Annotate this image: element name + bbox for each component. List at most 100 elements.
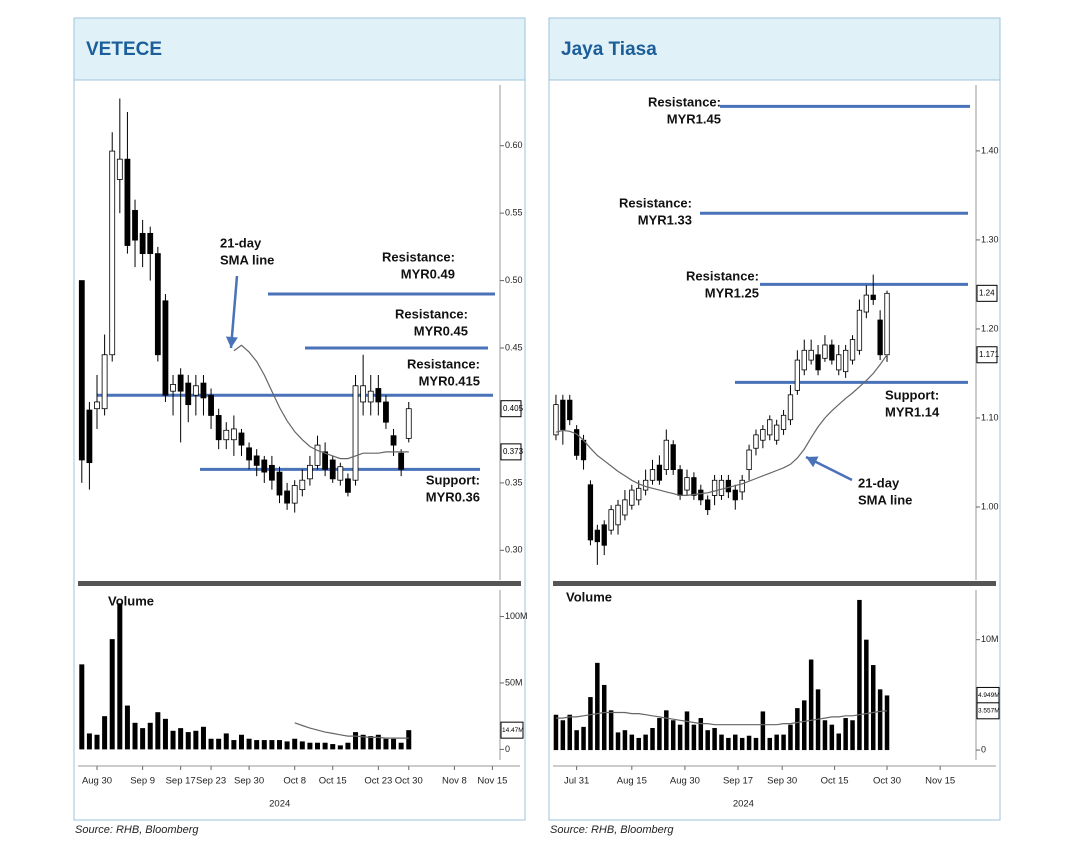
- candle-body: [829, 344, 835, 361]
- candle-body: [375, 388, 382, 403]
- volume-bar: [739, 737, 745, 751]
- volume-bar: [588, 697, 593, 751]
- panel-frame: [548, 79, 1001, 821]
- price-label: 0.405: [503, 404, 524, 413]
- volume-bar: [822, 720, 828, 751]
- annotation-arrowhead: [225, 336, 238, 348]
- volume-label: 14.47M: [502, 727, 524, 734]
- candle-body: [132, 210, 138, 241]
- x-tick-label: Sep 23: [196, 776, 226, 787]
- candle-body: [345, 478, 351, 493]
- volume-bar: [808, 659, 814, 751]
- sma-line: [233, 344, 409, 460]
- volume-tick-label: 0: [981, 744, 986, 754]
- volume-bar: [574, 730, 579, 751]
- level-name: Support:: [885, 387, 939, 402]
- volume-bar: [109, 639, 115, 750]
- level-label: MYR1.45: [667, 111, 721, 126]
- volume-bar: [86, 733, 92, 750]
- x-tick-label: Nov 8: [442, 776, 467, 787]
- volume-bar: [330, 744, 336, 750]
- candle-body: [560, 399, 566, 430]
- volume-bar: [753, 737, 759, 751]
- x-axis-label: 2024: [269, 799, 290, 810]
- x-tick-label: Oct 30: [395, 776, 423, 787]
- x-tick-label: Oct 8: [283, 776, 306, 787]
- x-tick-label: Aug 15: [617, 776, 647, 787]
- volume-bar: [246, 738, 252, 750]
- candle-body: [698, 489, 704, 501]
- candle-body: [185, 382, 192, 406]
- candle-body: [230, 428, 237, 441]
- volume-bar: [857, 599, 862, 751]
- candle-body: [139, 232, 146, 254]
- candle-body: [398, 452, 405, 470]
- candle-body: [192, 385, 199, 396]
- y-tick-label: 0.55: [505, 208, 523, 218]
- volume-bar: [664, 710, 669, 751]
- volume-bar: [155, 712, 161, 750]
- price-label-box: [500, 443, 522, 461]
- volume-bar: [864, 639, 869, 751]
- price-label-box: [976, 284, 998, 302]
- candle-body: [718, 479, 725, 496]
- volume-bar: [774, 734, 779, 751]
- x-tick-label: Sep 30: [234, 776, 264, 787]
- candle-body: [223, 429, 230, 441]
- price-label: 1.24: [979, 288, 995, 297]
- volume-bar: [595, 662, 600, 751]
- candle-body: [636, 487, 642, 501]
- volume-bar: [147, 722, 153, 750]
- volume-bar: [877, 689, 883, 751]
- candle-body: [780, 414, 787, 430]
- volume-bar: [208, 738, 214, 750]
- candle-body: [573, 429, 580, 456]
- level-label: MYR1.14: [885, 404, 940, 419]
- level-label: MYR0.36: [426, 489, 480, 504]
- level-name: Resistance:: [686, 268, 759, 283]
- volume-title: Volume: [566, 589, 612, 604]
- candle-body: [746, 449, 752, 471]
- volume-bar: [884, 695, 890, 751]
- candle-body: [601, 524, 607, 546]
- candle-body: [794, 359, 801, 391]
- candle-body: [337, 466, 344, 481]
- y-tick-label: 1.10: [981, 412, 999, 422]
- panel-header: [73, 17, 526, 81]
- volume-bar: [746, 735, 752, 751]
- volume-bar: [238, 734, 244, 750]
- panel-frame: [73, 79, 526, 821]
- level-name: Resistance:: [395, 306, 468, 321]
- price-label: 1.171: [979, 350, 1000, 359]
- volume-bar: [140, 728, 146, 750]
- volume-bar: [733, 734, 738, 751]
- volume-bar: [781, 734, 786, 751]
- annotation-arrowhead: [806, 456, 819, 468]
- candle-body: [276, 471, 283, 496]
- x-tick-label: Sep 9: [130, 776, 155, 787]
- candle-body: [767, 419, 773, 436]
- volume-tick-label: 50M: [505, 677, 523, 687]
- volume-bar: [553, 714, 559, 751]
- candle-body: [808, 349, 814, 361]
- x-tick-label: Oct 23: [364, 776, 392, 787]
- candle-body: [116, 158, 123, 180]
- volume-bar: [254, 740, 260, 750]
- candle-body: [849, 339, 856, 361]
- sma-line: [555, 354, 888, 496]
- volume-bar: [79, 664, 85, 750]
- candle-body: [870, 294, 876, 300]
- volume-bar: [670, 720, 676, 751]
- volume-bar: [712, 727, 717, 751]
- volume-label-box: [500, 721, 524, 739]
- volume-bar: [383, 738, 389, 750]
- volume-sma-line: [294, 722, 409, 739]
- candle-body: [739, 479, 745, 493]
- candle-body: [863, 294, 869, 313]
- volume-bar: [622, 730, 628, 751]
- volume-bar: [299, 741, 305, 750]
- candle-body: [78, 280, 85, 461]
- candle-body: [314, 444, 321, 466]
- volume-bar: [375, 734, 381, 750]
- volume-bar: [132, 722, 138, 750]
